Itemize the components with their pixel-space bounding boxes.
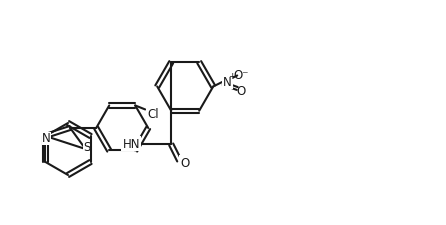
Text: O⁻: O⁻ [233,69,249,82]
Text: N: N [223,76,231,89]
Text: O: O [181,156,190,169]
Text: Cl: Cl [147,108,159,120]
Text: O: O [236,85,246,98]
Text: +: + [228,72,236,81]
Text: N: N [42,132,51,145]
Text: S: S [83,141,90,154]
Text: HN: HN [123,137,140,150]
